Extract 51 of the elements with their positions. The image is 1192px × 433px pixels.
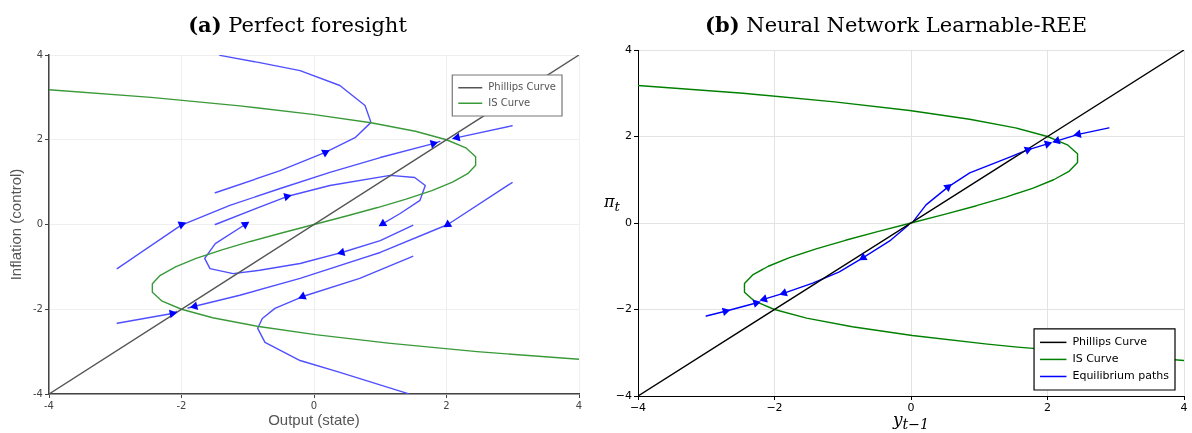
chart-title: (a) Perfect foresight <box>187 12 408 37</box>
point <box>1023 146 1033 155</box>
y-tick-label: -2 <box>33 302 43 314</box>
point <box>177 221 187 230</box>
point <box>378 218 388 227</box>
y-tick-label: 2 <box>36 133 43 145</box>
x-tick-label: 0 <box>907 401 915 415</box>
point <box>943 183 952 193</box>
legend-label: Phillips Curve <box>488 81 557 93</box>
point <box>283 192 292 202</box>
point <box>1052 135 1061 145</box>
legend-label: Equilibrium paths <box>1072 369 1170 383</box>
point <box>169 309 178 319</box>
x-tick-label: -2 <box>176 399 187 411</box>
x-tick-label: 4 <box>1180 401 1188 415</box>
y-tick-label: -4 <box>33 387 43 399</box>
legend-label: IS Curve <box>488 96 531 108</box>
x-axis-title: Output (state) <box>267 411 361 428</box>
y-tick-label: −2 <box>615 302 632 316</box>
x-tick-label: 2 <box>443 399 450 411</box>
y-tick-label: 0 <box>36 218 43 230</box>
x-tick-label: 4 <box>575 399 583 411</box>
y-axis-title: π$_{t}$ <box>604 191 620 215</box>
point <box>298 291 307 300</box>
legend-label: IS Curve <box>1072 352 1119 366</box>
point <box>859 252 868 261</box>
point <box>429 140 439 149</box>
point <box>759 294 768 303</box>
chart-title: (b) Neural Network Learnable-REE <box>704 12 1088 37</box>
point <box>452 132 461 142</box>
y-tick-label: −4 <box>615 388 632 402</box>
point <box>1073 129 1082 139</box>
point <box>336 247 346 257</box>
x-tick-label: 2 <box>1044 401 1051 415</box>
point <box>1043 140 1053 149</box>
point <box>721 307 731 317</box>
point <box>443 219 453 228</box>
point <box>189 301 199 310</box>
point <box>752 299 761 308</box>
y-tick-label: 4 <box>36 48 43 60</box>
y-axis-title: Inflation (control) <box>7 168 25 280</box>
x-tick-label: -4 <box>44 399 54 411</box>
x-tick-label: −2 <box>766 401 783 415</box>
point <box>240 221 250 230</box>
y-tick-label: 0 <box>625 215 632 229</box>
point <box>779 288 788 297</box>
y-tick-label: 4 <box>625 42 632 56</box>
x-tick-label: 0 <box>310 399 318 411</box>
y-tick-label: 2 <box>625 129 632 143</box>
point <box>321 149 330 158</box>
legend-label: Phillips Curve <box>1072 335 1148 349</box>
